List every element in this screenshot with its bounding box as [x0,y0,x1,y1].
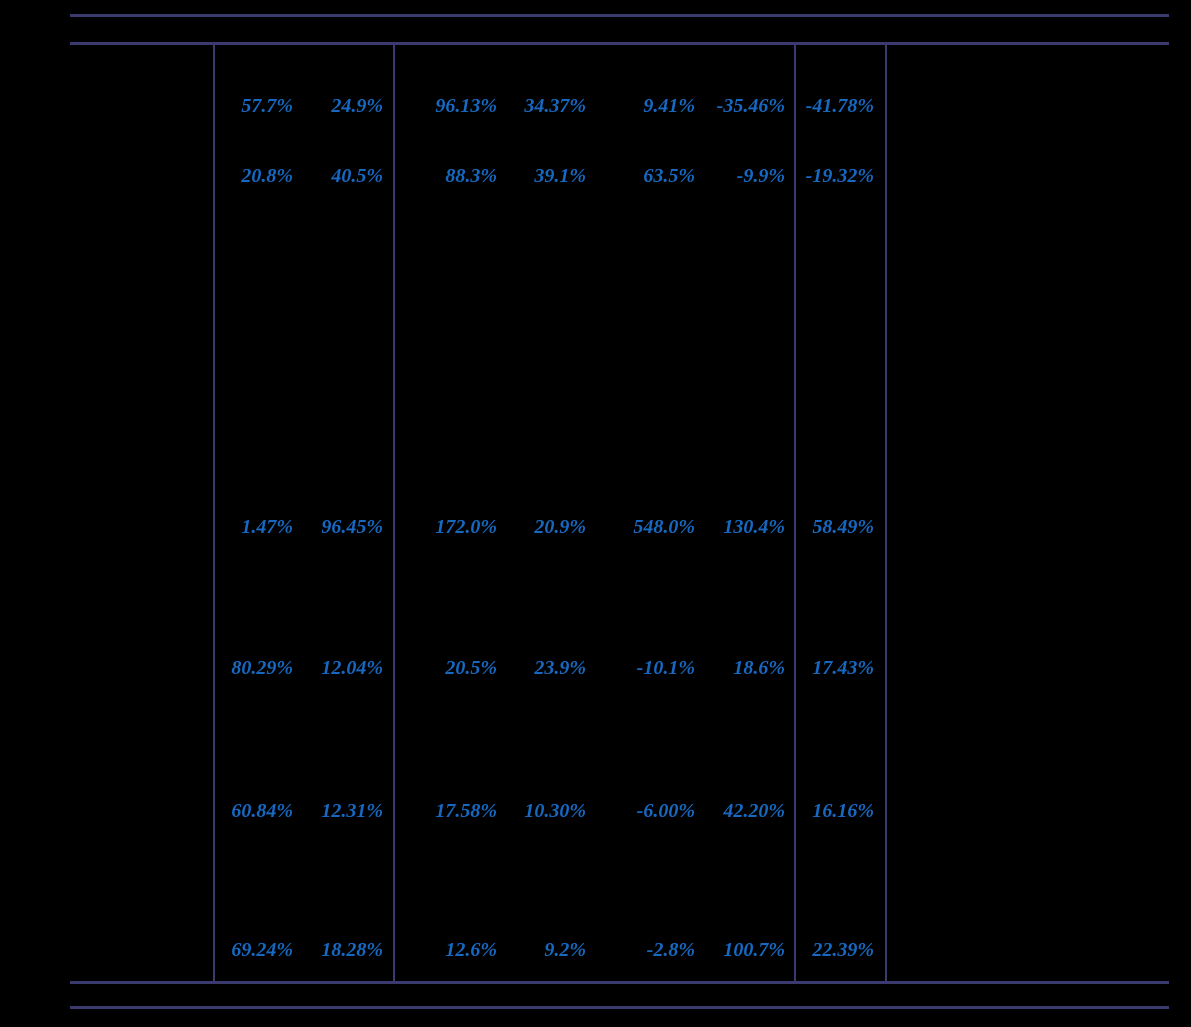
pct-cell: 9.41% [643,95,695,117]
column-divider-2 [393,43,395,983]
footer-rule [70,1006,1169,1009]
pct-cell: 23.9% [534,657,586,679]
pct-cell: 42.20% [723,800,785,822]
pct-cell: 16.16% [812,800,874,822]
header-separator-line [70,42,1169,45]
pct-cell: 18.28% [321,939,383,961]
table-row-6: 69.24% 18.28% 12.6% 9.2% -2.8% 100.7% 22… [0,937,1191,963]
pct-cell: 548.0% [633,516,695,538]
pct-cell: 96.13% [435,95,497,117]
pct-cell: 80.29% [231,657,293,679]
pct-cell: 130.4% [723,516,785,538]
pct-cell: -10.1% [636,657,695,679]
pct-cell: -9.9% [736,165,785,187]
pct-cell: 69.24% [231,939,293,961]
pct-cell: 100.7% [723,939,785,961]
table-row-3: 1.47% 96.45% 172.0% 20.9% 548.0% 130.4% … [0,514,1191,540]
pct-cell: 20.5% [445,657,497,679]
column-divider-4 [885,43,887,983]
pct-cell: 12.6% [445,939,497,961]
pct-cell: 17.43% [812,657,874,679]
pct-cell: -41.78% [805,95,874,117]
pct-cell: 12.31% [321,800,383,822]
column-divider-1 [213,43,215,983]
pct-cell: 10.30% [524,800,586,822]
pct-cell: -2.8% [646,939,695,961]
pct-cell: -6.00% [636,800,695,822]
pct-cell: 20.8% [241,165,293,187]
pct-cell: 1.47% [241,516,293,538]
table-row-1: 57.7% 24.9% 96.13% 34.37% 9.41% -35.46% … [0,93,1191,119]
pct-cell: -19.32% [805,165,874,187]
pct-cell: 18.6% [733,657,785,679]
pct-cell: 17.58% [435,800,497,822]
column-divider-3 [794,43,796,983]
pct-cell: 22.39% [812,939,874,961]
table-row-4: 80.29% 12.04% 20.5% 23.9% -10.1% 18.6% 1… [0,655,1191,681]
pct-cell: -35.46% [716,95,785,117]
pct-cell: 96.45% [321,516,383,538]
table-row-5: 60.84% 12.31% 17.58% 10.30% -6.00% 42.20… [0,798,1191,824]
table-top-border [70,14,1169,17]
pct-cell: 34.37% [524,95,586,117]
pct-cell: 58.49% [812,516,874,538]
pct-cell: 9.2% [544,939,586,961]
pct-cell: 60.84% [231,800,293,822]
pct-cell: 63.5% [643,165,695,187]
table-row-2: 20.8% 40.5% 88.3% 39.1% 63.5% -9.9% -19.… [0,163,1191,189]
pct-cell: 24.9% [331,95,383,117]
pct-cell: 39.1% [534,165,586,187]
table-bottom-border [70,981,1169,984]
pct-cell: 40.5% [331,165,383,187]
pct-cell: 172.0% [435,516,497,538]
pct-cell: 88.3% [445,165,497,187]
pct-cell: 12.04% [321,657,383,679]
pct-cell: 20.9% [534,516,586,538]
pct-cell: 57.7% [241,95,293,117]
